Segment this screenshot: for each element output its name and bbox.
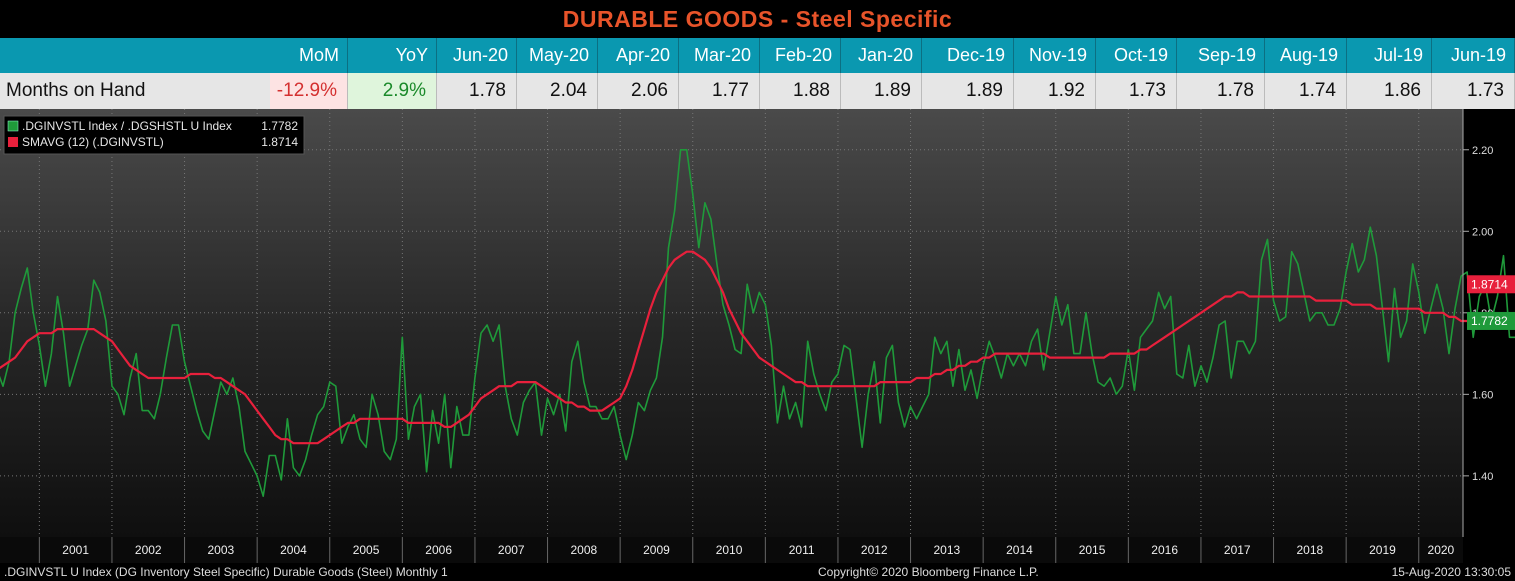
y-axis-panel bbox=[1463, 109, 1515, 563]
x-tick-label: 2007 bbox=[498, 543, 525, 557]
x-tick-label: 2016 bbox=[1151, 543, 1178, 557]
table-cell: 1.89 bbox=[922, 73, 1014, 109]
x-tick-label: 2006 bbox=[425, 543, 452, 557]
table-header-row: MoM YoY Jun-20 May-20 Apr-20 Mar-20 Feb-20 Jan-… bbox=[0, 38, 1515, 73]
x-tick-label: 2002 bbox=[135, 543, 162, 557]
x-tick-label: 2013 bbox=[933, 543, 960, 557]
column-header[interactable]: Aug-19 bbox=[1265, 38, 1347, 73]
footer: .DGINVSTL U Index (DG Inventory Steel Sp… bbox=[0, 563, 1515, 581]
x-tick-label: 2004 bbox=[280, 543, 307, 557]
y-tick-label: 2.20 bbox=[1472, 145, 1493, 157]
x-tick-label: 2005 bbox=[353, 543, 380, 557]
line-chart[interactable]: 1.401.601.802.002.2020012002200320042005… bbox=[0, 109, 1515, 563]
x-tick-label: 2008 bbox=[570, 543, 597, 557]
column-header[interactable]: Mar-20 bbox=[679, 38, 760, 73]
x-tick-label: 2003 bbox=[207, 543, 234, 557]
footer-source: .DGINVSTL U Index (DG Inventory Steel Sp… bbox=[4, 565, 448, 579]
title-bar: DURABLE GOODS - Steel Specific bbox=[0, 0, 1515, 38]
table-cell: 1.86 bbox=[1347, 73, 1432, 109]
y-tick-label: 1.60 bbox=[1472, 389, 1493, 401]
column-header[interactable]: YoY bbox=[348, 38, 437, 73]
last-value-label-ratio-bg bbox=[1467, 311, 1515, 330]
legend-label-ratio: .DGINVSTL Index / .DGSHSTL U Index bbox=[22, 119, 232, 133]
series-layer bbox=[0, 148, 1515, 498]
x-tick-label: 2015 bbox=[1079, 543, 1106, 557]
x-tick-label: 2012 bbox=[861, 543, 888, 557]
x-tick-label: 2018 bbox=[1296, 543, 1323, 557]
table-cell: 1.73 bbox=[1096, 73, 1177, 109]
grid-layer bbox=[0, 109, 1463, 537]
x-tick-label: 2017 bbox=[1224, 543, 1251, 557]
row-label: Months on Hand bbox=[6, 80, 146, 101]
x-tick-label: 2009 bbox=[643, 543, 670, 557]
table-cell: 1.78 bbox=[1177, 73, 1265, 109]
x-tick-label: 2010 bbox=[716, 543, 743, 557]
footer-timestamp: 15-Aug-2020 13:30:05 bbox=[1391, 565, 1511, 579]
column-header[interactable]: Nov-19 bbox=[1014, 38, 1096, 73]
y-tick-label: 2.00 bbox=[1472, 226, 1493, 238]
x-tick-label: 2001 bbox=[62, 543, 89, 557]
x-tick-label: 2020 bbox=[1428, 543, 1455, 557]
column-header[interactable]: Feb-20 bbox=[760, 38, 841, 73]
column-header[interactable]: Apr-20 bbox=[598, 38, 679, 73]
column-header[interactable]: Oct-19 bbox=[1096, 38, 1177, 73]
x-axis-band bbox=[0, 537, 1463, 563]
column-header[interactable]: Jun-20 bbox=[437, 38, 517, 73]
legend-swatch-ratio bbox=[7, 120, 19, 132]
table-cell: 1.88 bbox=[760, 73, 841, 109]
chart-title: DURABLE GOODS - Steel Specific bbox=[562, 5, 953, 32]
column-header[interactable]: Jan-20 bbox=[841, 38, 922, 73]
series-line-smavg bbox=[0, 250, 1515, 445]
legend-value-smavg: 1.8714 bbox=[261, 135, 298, 149]
last-value-label-smavg-bg bbox=[1467, 275, 1515, 294]
table-cell: 2.04 bbox=[517, 73, 598, 109]
last-value-label-ratio: 1.7782 bbox=[1471, 314, 1508, 328]
table-cell: 1.77 bbox=[679, 73, 760, 109]
table-value-row: Months on Hand -12.9% 2.9% 1.78 2.04 2.06 1.7… bbox=[0, 73, 1515, 109]
table-cell: 1.73 bbox=[1432, 73, 1515, 109]
column-header[interactable]: Jul-19 bbox=[1347, 38, 1432, 73]
table-cell: 1.92 bbox=[1014, 73, 1096, 109]
axis-layer: 1.401.601.802.002.2020012002200320042005… bbox=[0, 109, 1515, 563]
mom-value: -12.9% bbox=[270, 73, 348, 109]
legend-label-smavg: SMAVG (12) (.DGINVSTL) bbox=[22, 135, 164, 149]
x-tick-label: 2019 bbox=[1369, 543, 1396, 557]
column-header[interactable]: Sep-19 bbox=[1177, 38, 1265, 73]
y-tick-label: 1.40 bbox=[1472, 471, 1493, 483]
legend-box bbox=[3, 115, 305, 155]
footer-copyright: Copyright© 2020 Bloomberg Finance L.P. bbox=[818, 565, 1039, 579]
legend-swatch-smavg bbox=[8, 137, 18, 147]
x-tick-label: 2014 bbox=[1006, 543, 1033, 557]
table-cell: 1.74 bbox=[1265, 73, 1347, 109]
column-header[interactable]: Dec-19 bbox=[922, 38, 1014, 73]
series-line-ratio bbox=[0, 148, 1515, 498]
table-cell: 2.06 bbox=[598, 73, 679, 109]
legend-value-ratio: 1.7782 bbox=[261, 119, 298, 133]
yoy-value: 2.9% bbox=[348, 73, 437, 109]
column-header[interactable]: May-20 bbox=[517, 38, 598, 73]
legend: .DGINVSTL Index / .DGSHSTL U Index 1.778… bbox=[3, 115, 305, 155]
table-cell: 1.89 bbox=[841, 73, 922, 109]
last-value-label-smavg: 1.8714 bbox=[1471, 277, 1508, 291]
x-tick-label: 2011 bbox=[789, 543, 815, 557]
table-cell: 1.78 bbox=[437, 73, 517, 109]
column-header[interactable]: MoM bbox=[270, 38, 348, 73]
column-header[interactable]: Jun-19 bbox=[1432, 38, 1515, 73]
